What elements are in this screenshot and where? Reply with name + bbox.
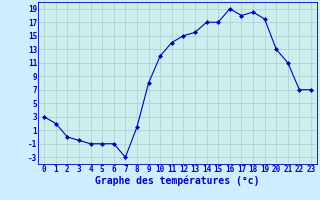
X-axis label: Graphe des températures (°c): Graphe des températures (°c): [95, 176, 260, 186]
